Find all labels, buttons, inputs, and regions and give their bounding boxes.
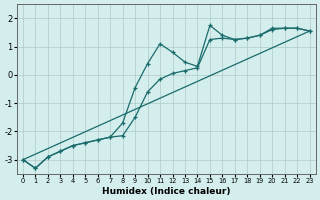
X-axis label: Humidex (Indice chaleur): Humidex (Indice chaleur) [102, 187, 230, 196]
